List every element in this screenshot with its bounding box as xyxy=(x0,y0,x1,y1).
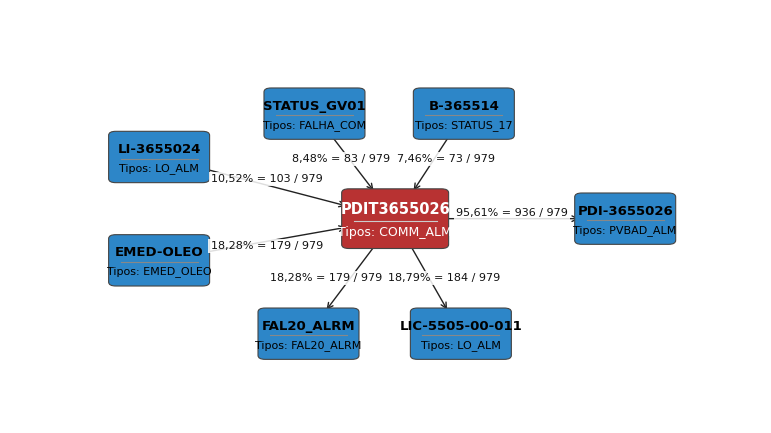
Text: Tipos: EMED_OLEO: Tipos: EMED_OLEO xyxy=(107,267,211,278)
Text: 10,52% = 103 / 979: 10,52% = 103 / 979 xyxy=(210,174,322,184)
Text: STATUS_GV01: STATUS_GV01 xyxy=(263,100,365,113)
FancyBboxPatch shape xyxy=(413,88,514,139)
FancyBboxPatch shape xyxy=(264,88,365,139)
FancyBboxPatch shape xyxy=(574,193,675,244)
Text: 18,28% = 179 / 979: 18,28% = 179 / 979 xyxy=(270,273,382,283)
Text: PDIT3655026: PDIT3655026 xyxy=(340,202,450,217)
FancyBboxPatch shape xyxy=(342,189,449,249)
Text: B-365514: B-365514 xyxy=(429,100,500,113)
Text: Tipos: STATUS_17: Tipos: STATUS_17 xyxy=(415,120,513,131)
Text: 18,79% = 184 / 979: 18,79% = 184 / 979 xyxy=(388,273,500,283)
Text: PDI-3655026: PDI-3655026 xyxy=(577,205,673,218)
Text: 7,46% = 73 / 979: 7,46% = 73 / 979 xyxy=(397,154,495,164)
FancyBboxPatch shape xyxy=(410,308,511,359)
Text: Tipos: FALHA_COM: Tipos: FALHA_COM xyxy=(263,120,366,131)
Text: EMED-OLEO: EMED-OLEO xyxy=(115,246,204,259)
Text: Tipos: LO_ALM: Tipos: LO_ALM xyxy=(421,340,501,351)
Text: Tipos: PVBAD_ALM: Tipos: PVBAD_ALM xyxy=(574,225,677,236)
FancyBboxPatch shape xyxy=(109,235,210,286)
Text: 8,48% = 83 / 979: 8,48% = 83 / 979 xyxy=(292,154,390,164)
Text: 95,61% = 936 / 979: 95,61% = 936 / 979 xyxy=(456,208,567,218)
Text: LIC-5505-00-011: LIC-5505-00-011 xyxy=(399,320,522,333)
Text: Tipos: FAL20_ALRM: Tipos: FAL20_ALRM xyxy=(255,340,362,351)
Text: Tipos: COMM_ALM: Tipos: COMM_ALM xyxy=(338,226,452,239)
FancyBboxPatch shape xyxy=(258,308,359,359)
FancyBboxPatch shape xyxy=(109,131,210,183)
Text: Tipos: LO_ALM: Tipos: LO_ALM xyxy=(120,163,199,174)
Text: FAL20_ALRM: FAL20_ALRM xyxy=(261,320,355,333)
Text: LI-3655024: LI-3655024 xyxy=(117,143,200,156)
Text: 18,28% = 179 / 979: 18,28% = 179 / 979 xyxy=(210,241,323,251)
